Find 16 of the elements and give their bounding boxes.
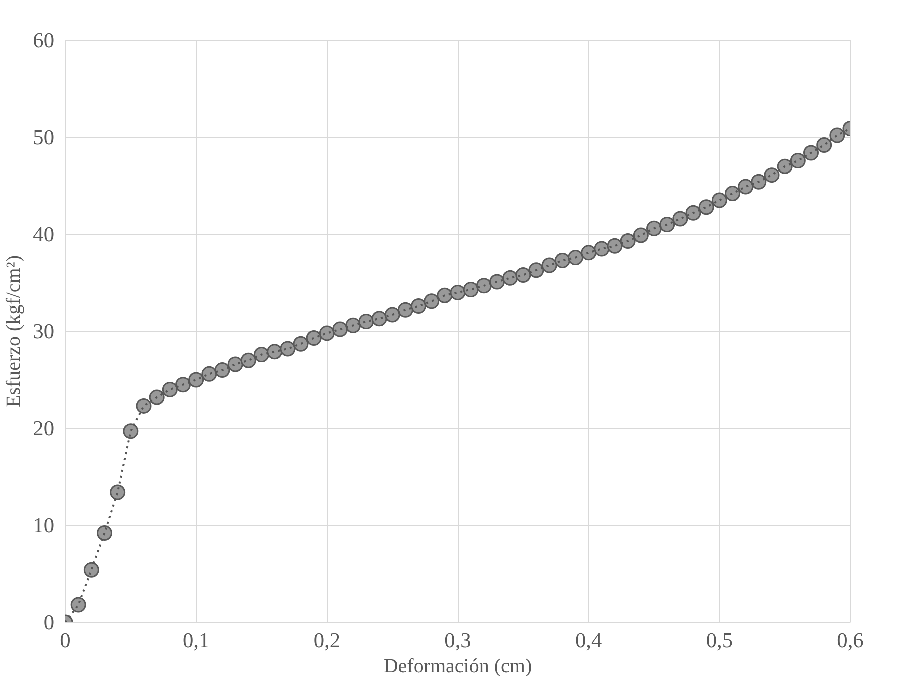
y-tick-label: 10 — [33, 514, 54, 538]
y-tick-label: 20 — [33, 416, 54, 440]
x-tick-label: 0,4 — [576, 628, 602, 652]
y-tick-label: 30 — [33, 320, 54, 344]
y-tick-label: 40 — [33, 222, 54, 246]
y-axis-title: Esfuerzo (kgf/cm²) — [3, 255, 26, 408]
x-tick-label: 0 — [60, 628, 71, 652]
x-tick-label: 0,5 — [706, 628, 734, 652]
y-tick-label: 50 — [33, 126, 54, 150]
x-tick-label: 0,1 — [183, 628, 210, 652]
x-tick-label: 0,2 — [314, 628, 341, 652]
y-tick-label: 60 — [33, 28, 54, 52]
x-tick-label: 0,6 — [837, 628, 864, 652]
y-tick-label: 0 — [44, 610, 55, 634]
x-axis-title: Deformación (cm) — [384, 656, 532, 678]
x-tick-label: 0,3 — [444, 628, 472, 652]
